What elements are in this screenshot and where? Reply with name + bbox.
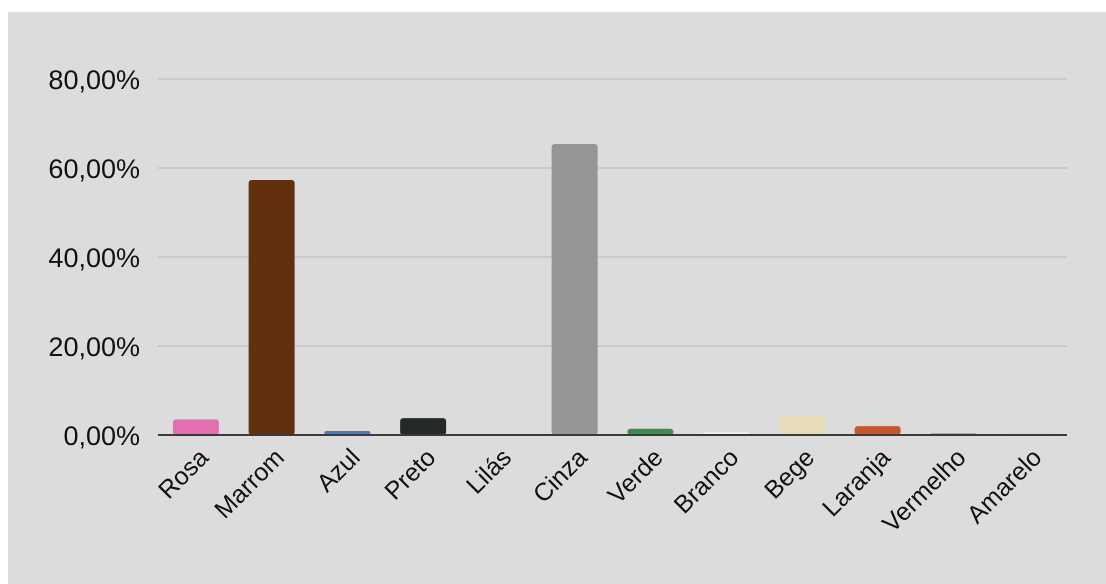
y-tick-label: 0,00% bbox=[63, 421, 140, 451]
x-tick-label: Amarelo bbox=[962, 443, 1048, 529]
bar-laranja bbox=[854, 426, 901, 435]
x-tick-label: Marrom bbox=[209, 443, 290, 524]
bar-preto bbox=[400, 418, 447, 435]
x-tick-label: Azul bbox=[311, 443, 365, 497]
y-tick-label: 80,00% bbox=[48, 65, 140, 95]
bar-azul bbox=[324, 430, 371, 435]
x-tick-label: Lilás bbox=[461, 443, 517, 499]
x-tick-label: Preto bbox=[379, 443, 441, 505]
y-tick-label: 40,00% bbox=[48, 243, 140, 273]
bar-verde bbox=[627, 428, 674, 435]
bar-rosa bbox=[172, 419, 219, 435]
bar-marrom bbox=[248, 180, 295, 435]
bar-cinza bbox=[551, 143, 598, 435]
y-tick-label: 60,00% bbox=[48, 154, 140, 184]
x-tick-label: Verde bbox=[603, 443, 669, 509]
x-tick-label: Vermelho bbox=[877, 443, 971, 537]
x-tick-label: Cinza bbox=[528, 443, 593, 508]
x-tick-label: Bege bbox=[759, 443, 820, 504]
y-tick-label: 20,00% bbox=[48, 332, 140, 362]
x-tick-label: Branco bbox=[669, 443, 745, 519]
x-tick-label: Rosa bbox=[153, 443, 214, 504]
bar-bege bbox=[778, 414, 825, 435]
